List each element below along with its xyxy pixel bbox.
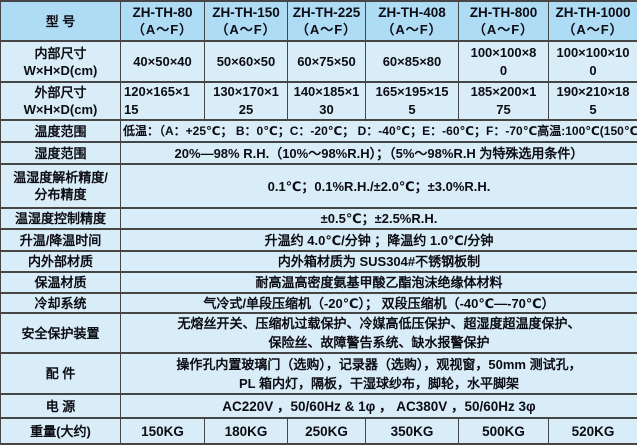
model-header-zh-th-1000: ZH-TH-1000 （A～F） bbox=[549, 1, 637, 41]
model-header-zh-th-80: ZH-TH-80 （A～F） bbox=[121, 1, 205, 41]
model-variant: （A～F） bbox=[368, 21, 456, 38]
row-safety-protection: 安全保护装置 无熔丝开关、压缩机过载保护、冷媒高低压保护、超湿度超温度保护、 保… bbox=[1, 313, 637, 353]
row-resolution-accuracy: 温湿度解析精度/ 分布精度 0.1℃；0.1%R.H./±2.0℃；±3.0%R… bbox=[1, 164, 637, 208]
power-value: AC220V ，50/60Hz & 1φ ， AC380V ，50/60Hz 3… bbox=[121, 394, 637, 418]
model-variant: （A～F） bbox=[123, 21, 202, 38]
row-label: 温度范围 bbox=[1, 120, 121, 142]
internal-dim-cell: 50×60×50 bbox=[205, 41, 288, 82]
control-accuracy-value: ±0.5℃；±2.5%R.H. bbox=[121, 208, 637, 229]
model-header-zh-th-800: ZH-TH-800 （A～F） bbox=[459, 1, 549, 41]
model-header-zh-th-408: ZH-TH-408 （A～F） bbox=[366, 1, 459, 41]
weight-cell: 350KG bbox=[366, 418, 459, 444]
row-accessories: 配 件 操作孔内置玻璃门（选购），记录器（选购），观视窗，50mm 测试孔， P… bbox=[1, 353, 637, 394]
accessories-value: 操作孔内置玻璃门（选购），记录器（选购），观视窗，50mm 测试孔， PL 箱内… bbox=[121, 353, 637, 394]
row-humidity-range: 湿度范围 20%—98% R.H.（10%～98%R.H）；（5%～98%R.H… bbox=[1, 142, 637, 164]
internal-dim-cell: 60×85×80 bbox=[366, 41, 459, 82]
row-label: 湿度范围 bbox=[1, 142, 121, 164]
weight-cell: 150KG bbox=[121, 418, 205, 444]
model-variant: （A～F） bbox=[207, 21, 285, 38]
internal-dim-cell: 40×50×40 bbox=[121, 41, 205, 82]
weight-cell: 500KG bbox=[459, 418, 549, 444]
row-label: 内部尺寸 W×H×D(cm) bbox=[1, 41, 121, 82]
material-value: 内外箱材质为 SUS304#不锈钢板制 bbox=[121, 251, 637, 272]
row-insulation: 保温材质 耐高温高密度氨基甲酸乙酯泡沫绝缘体材料 bbox=[1, 272, 637, 293]
model-variant: （A～F） bbox=[461, 21, 546, 38]
ramp-time-value: 升温约 4.0℃/分钟 ；降温约 1.0℃/分钟 bbox=[121, 229, 637, 251]
row-control-accuracy: 温湿度控制精度 ±0.5℃；±2.5%R.H. bbox=[1, 208, 637, 229]
model-name: ZH-TH-150 bbox=[207, 4, 285, 21]
row-weight: 重量(大约) 150KG 180KG 250KG 350KG 500KG 520… bbox=[1, 418, 637, 444]
row-label: 内外部材质 bbox=[1, 251, 121, 272]
model-variant: （A～F） bbox=[290, 21, 363, 38]
humidity-range-value: 20%—98% R.H.（10%～98%R.H）；（5%～98%R.H 为特殊选… bbox=[121, 142, 637, 164]
temperature-range-value: 低温：（A：+25℃； B：0℃；C：-20℃； D：-40℃；E：-60℃；F… bbox=[121, 120, 637, 142]
row-label: 保温材质 bbox=[1, 272, 121, 293]
header-row: 型 号 ZH-TH-80 （A～F） ZH-TH-150 （A～F） ZH-TH… bbox=[1, 1, 637, 41]
row-material: 内外部材质 内外箱材质为 SUS304#不锈钢板制 bbox=[1, 251, 637, 272]
row-label: 电 源 bbox=[1, 394, 121, 418]
row-label: 安全保护装置 bbox=[1, 313, 121, 353]
row-cooling-system: 冷却系统 气冷式/单段压缩机（-20℃）； 双段压缩机（-40℃—-70℃） bbox=[1, 293, 637, 313]
cooling-system-value: 气冷式/单段压缩机（-20℃）； 双段压缩机（-40℃—-70℃） bbox=[121, 293, 637, 313]
row-label: 重量(大约) bbox=[1, 418, 121, 444]
row-label: 升温/降温时间 bbox=[1, 229, 121, 251]
internal-dim-cell: 60×75×50 bbox=[288, 41, 366, 82]
row-internal-dimensions: 内部尺寸 W×H×D(cm) 40×50×40 50×60×50 60×75×5… bbox=[1, 41, 637, 82]
model-header-zh-th-150: ZH-TH-150 （A～F） bbox=[205, 1, 288, 41]
model-name: ZH-TH-225 bbox=[290, 4, 363, 21]
resolution-accuracy-value: 0.1℃；0.1%R.H./±2.0℃；±3.0%R.H. bbox=[121, 164, 637, 208]
model-name: ZH-TH-80 bbox=[123, 4, 202, 21]
model-header-zh-th-225: ZH-TH-225 （A～F） bbox=[288, 1, 366, 41]
row-label: 外部尺寸 W×H×D(cm) bbox=[1, 82, 121, 120]
model-name: ZH-TH-800 bbox=[461, 4, 546, 21]
row-temperature-range: 温度范围 低温：（A：+25℃； B：0℃；C：-20℃； D：-40℃；E：-… bbox=[1, 120, 637, 142]
row-label: 配 件 bbox=[1, 353, 121, 394]
model-name: ZH-TH-1000 bbox=[551, 4, 635, 21]
row-label: 温湿度解析精度/ 分布精度 bbox=[1, 164, 121, 208]
model-name: ZH-TH-408 bbox=[368, 4, 456, 21]
row-label: 温湿度控制精度 bbox=[1, 208, 121, 229]
row-ramp-time: 升温/降温时间 升温约 4.0℃/分钟 ；降温约 1.0℃/分钟 bbox=[1, 229, 637, 251]
model-row-label: 型 号 bbox=[1, 1, 121, 41]
safety-protection-value: 无熔丝开关、压缩机过载保护、冷媒高低压保护、超湿度超温度保护、 保险丝、故障警告… bbox=[121, 313, 637, 353]
weight-cell: 520KG bbox=[549, 418, 637, 444]
row-power: 电 源 AC220V ，50/60Hz & 1φ ， AC380V ，50/60… bbox=[1, 394, 637, 418]
row-label: 冷却系统 bbox=[1, 293, 121, 313]
model-variant: （A～F） bbox=[551, 21, 635, 38]
weight-cell: 180KG bbox=[205, 418, 288, 444]
weight-cell: 250KG bbox=[288, 418, 366, 444]
insulation-value: 耐高温高密度氨基甲酸乙酯泡沫绝缘体材料 bbox=[121, 272, 637, 293]
